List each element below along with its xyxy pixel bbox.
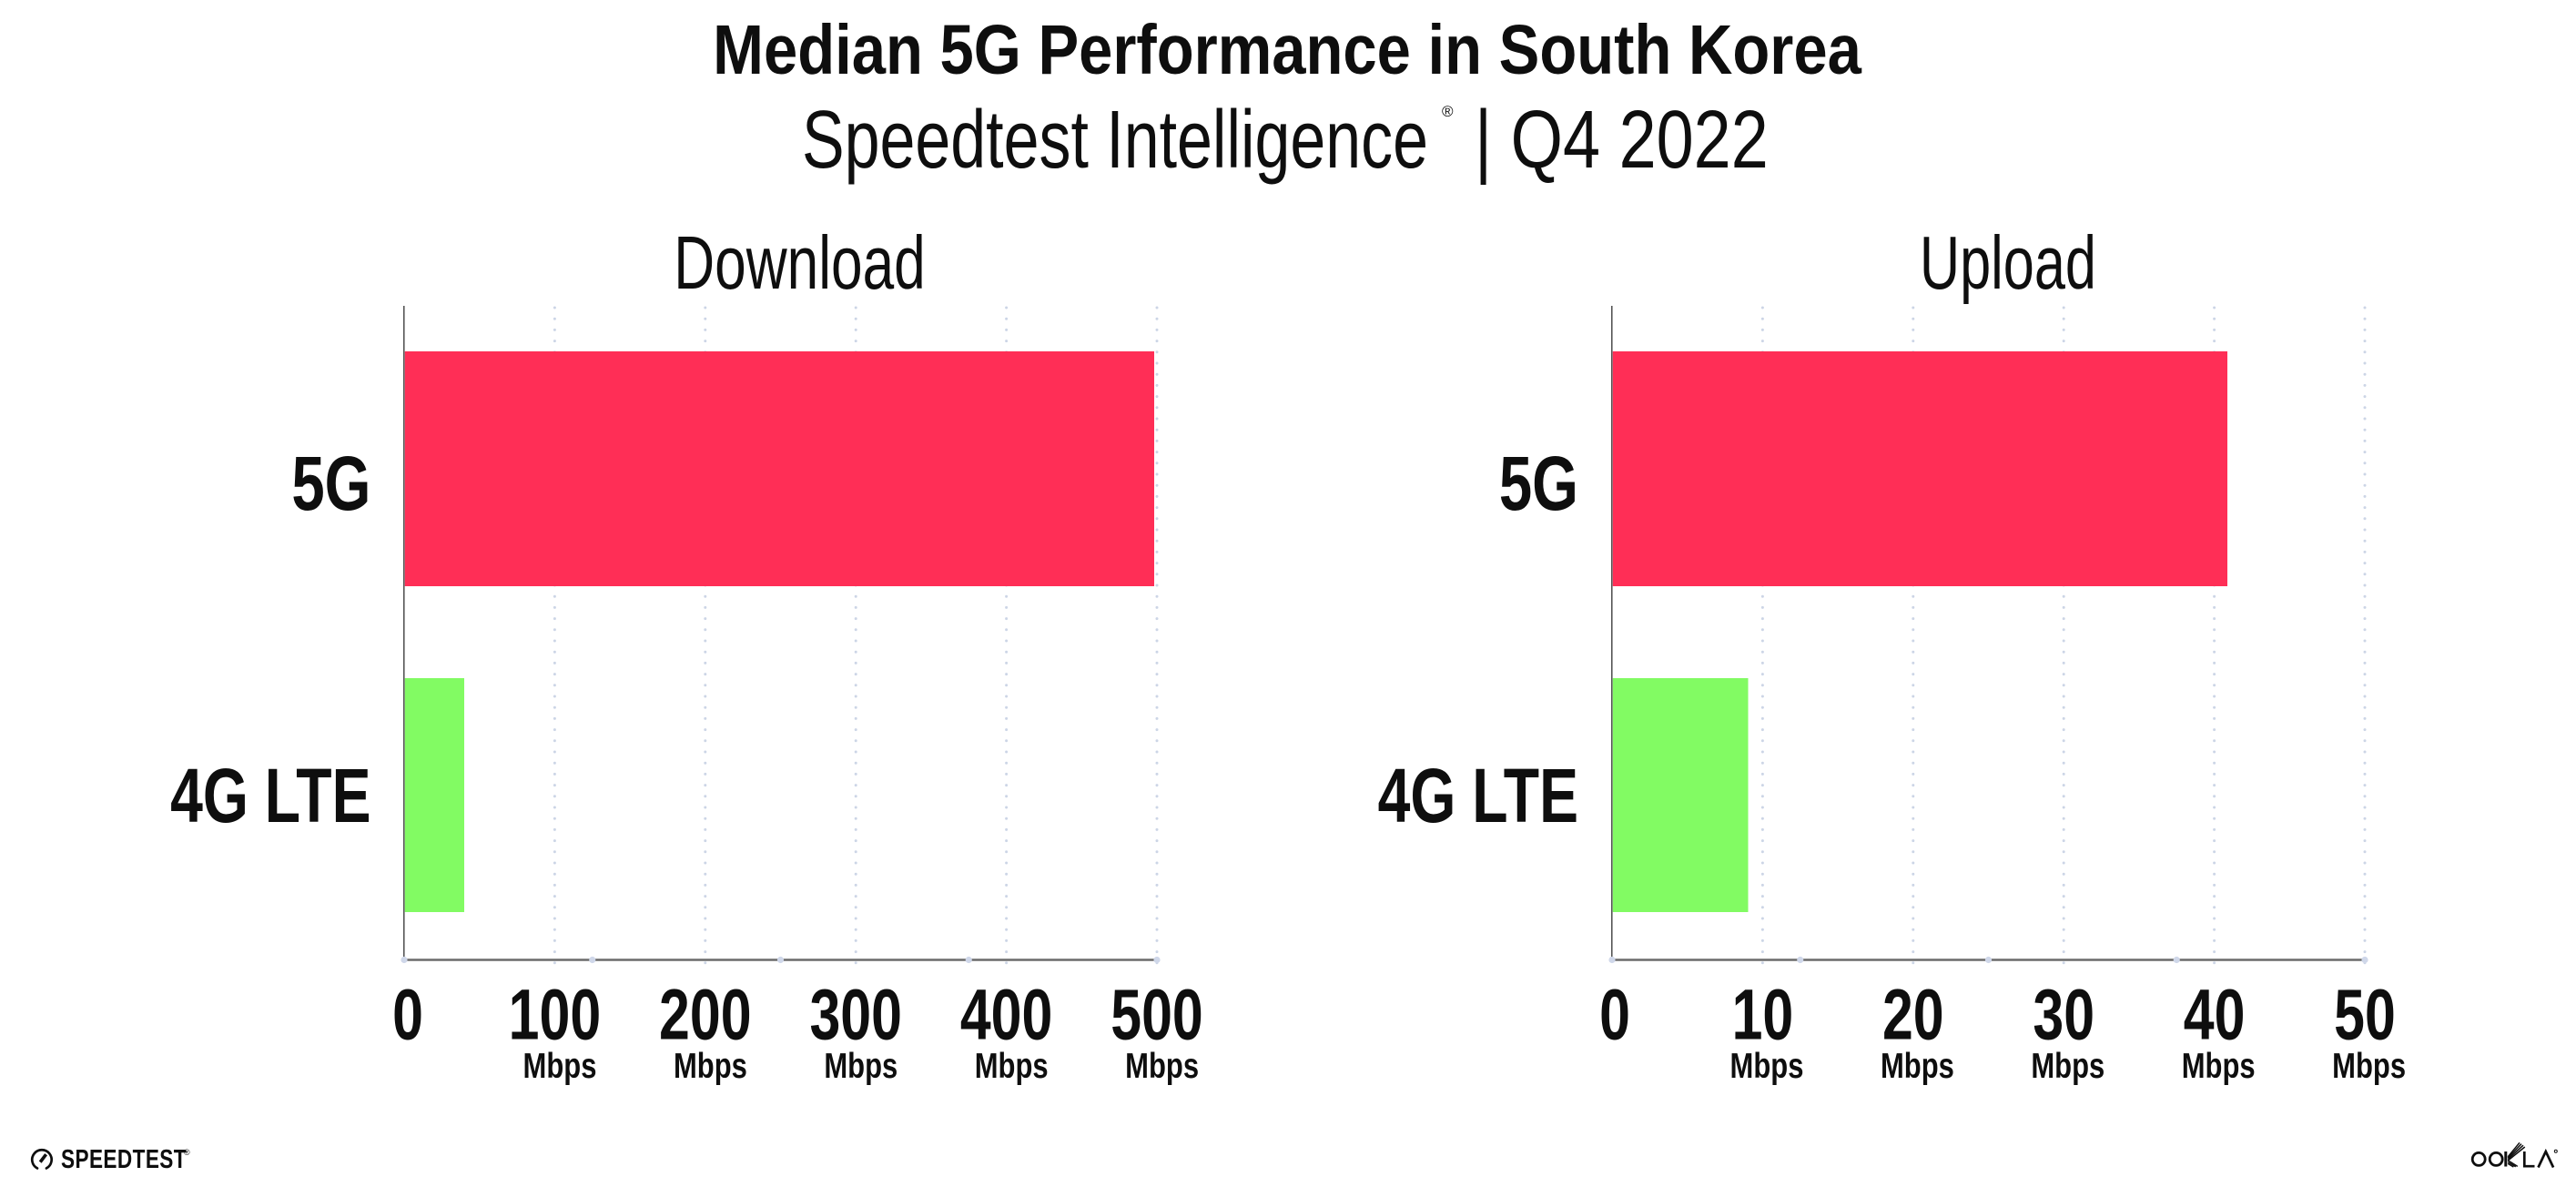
- svg-text:10: 10: [1732, 974, 1794, 1055]
- svg-text:0: 0: [392, 974, 423, 1055]
- svg-text:Mbps: Mbps: [2332, 1047, 2406, 1086]
- svg-text:Median 5G Performance in South: Median 5G Performance in South Korea: [713, 12, 1862, 89]
- svg-text:500: 500: [1111, 974, 1203, 1055]
- svg-text:Mbps: Mbps: [674, 1047, 747, 1086]
- svg-text:Mbps: Mbps: [1881, 1047, 1954, 1086]
- svg-text:5G: 5G: [1499, 441, 1578, 526]
- svg-text:4G LTE: 4G LTE: [1378, 753, 1578, 838]
- svg-text:Mbps: Mbps: [975, 1047, 1049, 1086]
- svg-text:0: 0: [1599, 974, 1630, 1055]
- svg-text:200: 200: [659, 974, 752, 1055]
- svg-text:®: ®: [1442, 103, 1454, 120]
- svg-text:Mbps: Mbps: [1730, 1047, 1804, 1086]
- svg-text:5G: 5G: [291, 441, 370, 526]
- svg-text:SPEEDTEST: SPEEDTEST: [61, 1143, 187, 1173]
- svg-text:Upload: Upload: [1920, 221, 2096, 305]
- svg-text:400: 400: [960, 974, 1053, 1055]
- svg-text:50: 50: [2334, 974, 2396, 1055]
- svg-text:100: 100: [509, 974, 602, 1055]
- svg-text:4G LTE: 4G LTE: [170, 753, 370, 838]
- svg-text:Mbps: Mbps: [2182, 1047, 2256, 1086]
- svg-text:Mbps: Mbps: [824, 1047, 898, 1086]
- svg-text:| Q4 2022: | Q4 2022: [1475, 95, 1769, 186]
- svg-text:300: 300: [809, 974, 902, 1055]
- svg-text:20: 20: [1882, 974, 1944, 1055]
- svg-text:®: ®: [184, 1148, 190, 1157]
- svg-text:Download: Download: [674, 220, 925, 305]
- svg-text:Speedtest Intelligence: Speedtest Intelligence: [802, 95, 1428, 187]
- svg-text:30: 30: [2033, 974, 2094, 1055]
- svg-text:Mbps: Mbps: [2031, 1047, 2104, 1086]
- svg-text:Mbps: Mbps: [1125, 1047, 1199, 1086]
- svg-text:Mbps: Mbps: [523, 1047, 597, 1086]
- svg-text:40: 40: [2184, 974, 2246, 1055]
